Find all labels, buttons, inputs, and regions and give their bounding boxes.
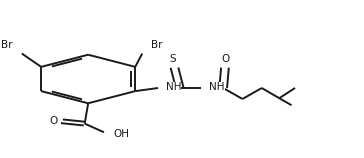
Text: Br: Br: [151, 40, 162, 50]
Text: O: O: [222, 54, 230, 64]
Text: O: O: [49, 116, 58, 126]
Text: OH: OH: [114, 128, 130, 139]
Text: S: S: [169, 54, 176, 64]
Text: NH: NH: [209, 82, 225, 92]
Text: Br: Br: [0, 40, 12, 50]
Text: NH: NH: [166, 82, 181, 92]
